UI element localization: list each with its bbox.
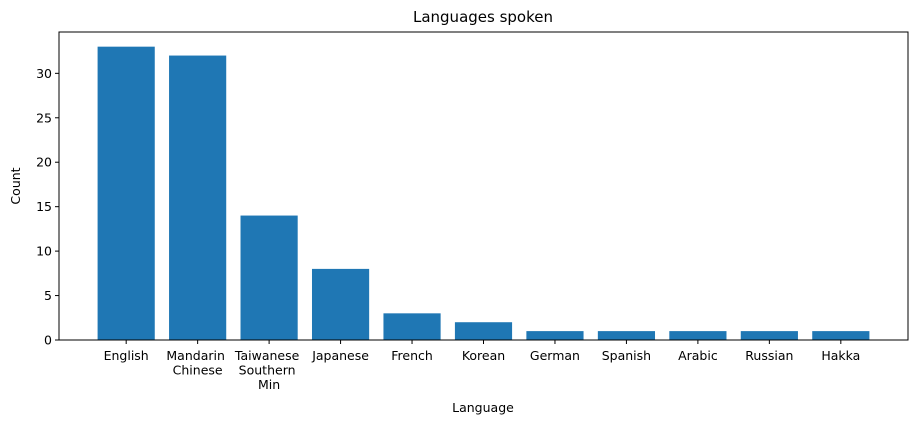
x-axis-label: Language — [452, 400, 514, 415]
bar — [740, 331, 798, 340]
y-tick-label: 15 — [36, 199, 52, 214]
bar — [454, 322, 513, 340]
y-tick-label: 20 — [36, 155, 52, 170]
y-tick-label: 10 — [36, 244, 52, 259]
bar — [311, 268, 370, 340]
x-tick-label: Korean — [462, 348, 505, 363]
bar — [169, 55, 227, 341]
x-tick-label: Mandarin Chinese — [166, 348, 228, 378]
bar — [526, 331, 584, 340]
x-tick-label: Hakka — [821, 348, 860, 363]
bar — [97, 46, 155, 341]
chart-title: Languages spoken — [413, 8, 553, 26]
bar — [812, 331, 870, 340]
bar — [383, 313, 441, 340]
plot-frame — [58, 31, 909, 341]
bar — [240, 215, 298, 340]
y-tick-label: 30 — [36, 66, 52, 81]
x-tick-label: Spanish — [602, 348, 651, 363]
x-tick-label: Taiwanese Southern Min — [234, 348, 303, 392]
x-tick-label: Arabic — [678, 348, 718, 363]
x-tick-label: Japanese — [311, 348, 369, 363]
bar — [597, 331, 656, 340]
x-tick-label: Russian — [745, 348, 793, 363]
y-axis-label: Count — [8, 167, 23, 204]
y-tick-label: 25 — [36, 110, 52, 125]
x-tick-label: French — [391, 348, 433, 363]
y-tick-label: 0 — [44, 333, 52, 348]
bar — [669, 331, 727, 340]
x-tick-label: English — [104, 348, 149, 363]
y-tick-label: 5 — [44, 288, 52, 303]
x-tick-label: German — [530, 348, 580, 363]
